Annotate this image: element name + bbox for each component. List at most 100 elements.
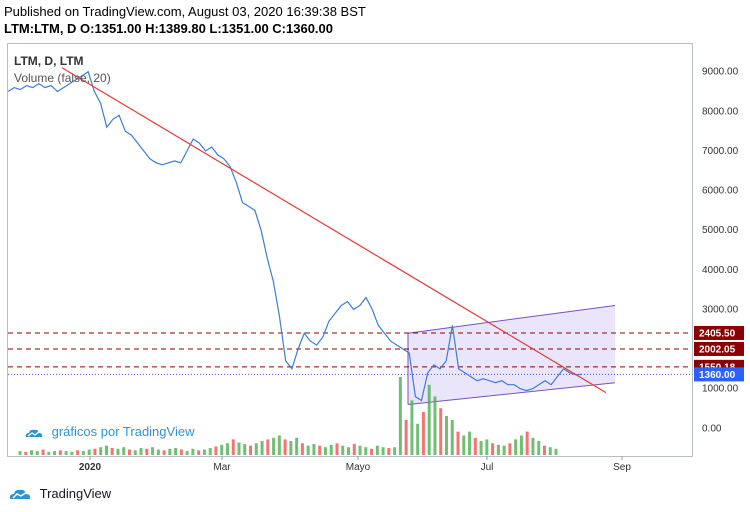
chart-legend: LTM, D, LTM Volume (false, 20) xyxy=(14,53,111,87)
volume-bar xyxy=(318,445,322,455)
volume-bar xyxy=(35,451,39,455)
volume-bar xyxy=(185,451,189,455)
volume-bar xyxy=(93,448,97,455)
price-line xyxy=(7,70,583,402)
tradingview-logo-icon xyxy=(9,489,31,499)
volume-bar xyxy=(312,444,316,455)
volume-bar xyxy=(323,447,327,455)
volume-bar xyxy=(439,408,443,455)
volume-bar xyxy=(352,444,356,455)
volume-bar xyxy=(473,437,477,455)
volume-bar xyxy=(18,451,22,455)
volume-bar xyxy=(47,451,51,455)
volume-bar xyxy=(225,443,229,455)
x-tick-label: Mar xyxy=(213,462,231,473)
volume-bar xyxy=(254,443,258,455)
tradingview-watermark[interactable]: gráficos por TradingView xyxy=(24,424,194,439)
footer-brand[interactable]: TradingView xyxy=(8,485,111,501)
volume-bar xyxy=(370,448,374,455)
volume-bar xyxy=(81,451,85,455)
volume-bar xyxy=(76,450,80,455)
volume-bar xyxy=(266,439,270,455)
volume-bar xyxy=(416,423,420,455)
channel-upper-line xyxy=(407,304,616,334)
price-tag-bg xyxy=(694,367,744,382)
volume-bar xyxy=(145,448,149,455)
volume-bar xyxy=(444,416,448,455)
volume-bar xyxy=(491,443,495,455)
y-tick-label: 1000.00 xyxy=(702,384,739,395)
volume-bar xyxy=(53,451,57,455)
volume-bar xyxy=(468,431,472,455)
volume-bar xyxy=(99,447,103,455)
price-tag[interactable]: 2405.50 xyxy=(694,325,744,340)
volume-bar xyxy=(289,440,293,455)
volume-bar xyxy=(283,439,287,455)
cloud-chart-icon xyxy=(25,429,43,437)
price-tag[interactable]: 2002.05 xyxy=(694,341,744,356)
volume-bar xyxy=(387,447,391,455)
volume-bar xyxy=(30,450,34,455)
price-tag[interactable]: 1360.00 xyxy=(694,367,744,382)
volume-bar xyxy=(237,442,241,455)
volume-bar xyxy=(64,451,68,455)
volume-bar xyxy=(347,447,351,455)
volume-bar xyxy=(306,445,310,455)
volume-bar xyxy=(525,431,529,455)
footer-brand-text: TradingView xyxy=(39,486,112,502)
volume-bar xyxy=(220,444,224,455)
volume-bar xyxy=(300,443,304,455)
volume-bar xyxy=(260,440,264,455)
volume-bar xyxy=(277,435,281,455)
volume-bar xyxy=(537,440,541,455)
volume-bar xyxy=(41,449,45,455)
chart-header: Published on TradingView.com, August 03,… xyxy=(4,3,366,37)
volume-bar xyxy=(508,443,512,455)
volume-bar xyxy=(58,450,62,455)
volume-bar xyxy=(456,431,460,455)
y-tick-label: 9000.00 xyxy=(702,67,739,78)
volume-bar xyxy=(249,445,253,455)
channel-lower-line xyxy=(407,382,616,405)
volume-bar xyxy=(479,440,483,455)
volume-bar xyxy=(335,443,339,455)
ohlc-line: LTM:LTM, D O:1351.00 H:1389.80 L:1351.00… xyxy=(4,21,333,36)
legend-symbol[interactable]: LTM, D, LTM xyxy=(14,54,84,68)
volume-bar xyxy=(110,447,114,455)
volume-bar xyxy=(168,448,172,455)
volume-bar xyxy=(214,446,218,455)
volume-bar xyxy=(410,400,414,455)
volume-bar xyxy=(151,447,155,455)
x-tick-label: Sep xyxy=(613,462,631,473)
price-tag-bg xyxy=(694,341,744,356)
price-tag-label: 2002.05 xyxy=(699,344,736,355)
volume-bar xyxy=(341,445,345,455)
y-tick-label: 6000.00 xyxy=(702,186,739,197)
legend-volume[interactable]: Volume (false, 20) xyxy=(14,71,111,85)
volume-bar xyxy=(450,419,454,455)
volume-bar xyxy=(548,447,552,455)
volume-bar xyxy=(122,447,126,455)
watermark-text: gráficos por TradingView xyxy=(51,424,195,439)
volume-bar xyxy=(433,396,437,455)
volume-bar xyxy=(531,437,535,455)
volume-bar xyxy=(179,449,183,455)
y-tick-label: 7000.00 xyxy=(702,146,739,157)
x-tick-label: 2020 xyxy=(79,462,102,473)
volume-bar xyxy=(133,450,137,455)
price-tag-label: 1360.00 xyxy=(699,370,736,381)
volume-bar xyxy=(485,439,489,455)
y-tick-label: 3000.00 xyxy=(702,304,739,315)
volume-bar xyxy=(70,451,74,455)
published-line: Published on TradingView.com, August 03,… xyxy=(4,4,366,19)
chart-plot-area[interactable] xyxy=(7,43,693,457)
volume-bar xyxy=(519,435,523,455)
volume-bar xyxy=(139,447,143,455)
volume-bar xyxy=(329,444,333,455)
x-tick-label: Jul xyxy=(481,462,494,473)
volume-bar xyxy=(502,445,506,455)
volume-bar xyxy=(87,449,91,455)
volume-bar xyxy=(421,412,425,455)
volume-bar xyxy=(231,439,235,455)
